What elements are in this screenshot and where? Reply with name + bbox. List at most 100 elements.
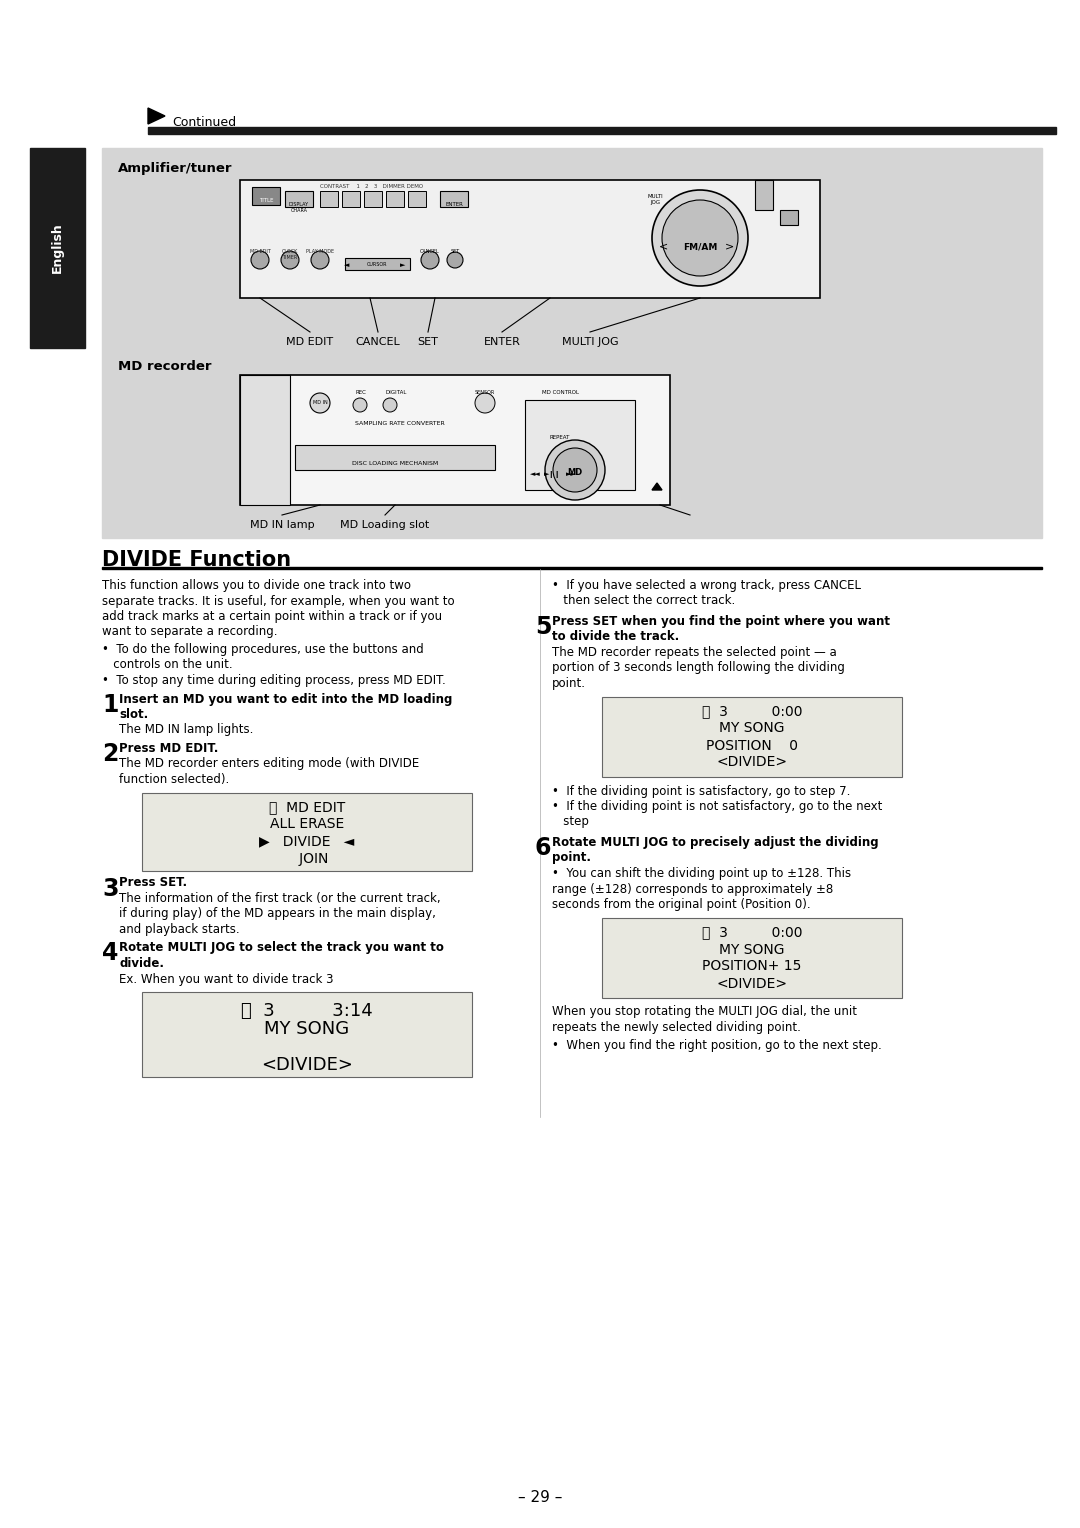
Text: SAMPLING RATE CONVERTER: SAMPLING RATE CONVERTER xyxy=(355,422,445,426)
Text: range (±128) corresponds to approximately ±8: range (±128) corresponds to approximatel… xyxy=(552,883,834,895)
Text: ENTER: ENTER xyxy=(484,338,521,347)
Bar xyxy=(102,148,1042,538)
Circle shape xyxy=(383,397,397,413)
Text: MD: MD xyxy=(567,468,582,477)
Text: ◄: ◄ xyxy=(345,261,350,267)
Text: add track marks at a certain point within a track or if you: add track marks at a certain point withi… xyxy=(102,610,442,623)
Text: Insert an MD you want to edit into the MD loading: Insert an MD you want to edit into the M… xyxy=(119,692,453,706)
Bar xyxy=(285,191,313,206)
Text: JOIN: JOIN xyxy=(286,851,328,865)
Bar xyxy=(141,992,472,1077)
Text: Ex. When you want to divide track 3: Ex. When you want to divide track 3 xyxy=(119,972,334,986)
Text: CANCEL: CANCEL xyxy=(355,338,401,347)
Text: separate tracks. It is useful, for example, when you want to: separate tracks. It is useful, for examp… xyxy=(102,594,455,608)
Bar xyxy=(240,374,670,504)
Text: portion of 3 seconds length following the dividing: portion of 3 seconds length following th… xyxy=(552,662,845,674)
Text: MD EDIT: MD EDIT xyxy=(286,338,334,347)
Text: Rotate MULTI JOG to precisely adjust the dividing: Rotate MULTI JOG to precisely adjust the… xyxy=(552,836,879,850)
Bar xyxy=(342,191,360,206)
Text: REPEAT: REPEAT xyxy=(550,435,570,440)
Bar xyxy=(386,191,404,206)
Text: When you stop rotating the MULTI JOG dial, the unit: When you stop rotating the MULTI JOG dia… xyxy=(552,1005,858,1019)
Circle shape xyxy=(353,397,367,413)
Text: function selected).: function selected). xyxy=(119,773,229,785)
Text: •  If the dividing point is not satisfactory, go to the next: • If the dividing point is not satisfact… xyxy=(552,801,882,813)
Circle shape xyxy=(447,252,463,267)
Bar xyxy=(102,567,1042,568)
Bar xyxy=(345,258,410,270)
Text: Press MD EDIT.: Press MD EDIT. xyxy=(119,743,218,755)
Text: ALL ERASE: ALL ERASE xyxy=(270,817,345,831)
Text: Press SET.: Press SET. xyxy=(119,877,187,889)
Text: step: step xyxy=(552,816,589,828)
Text: •  If you have selected a wrong track, press CANCEL: • If you have selected a wrong track, pr… xyxy=(552,579,861,591)
Text: 6: 6 xyxy=(535,836,552,860)
Text: SET: SET xyxy=(450,249,460,254)
Bar xyxy=(780,209,798,225)
Text: •  When you find the right position, go to the next step.: • When you find the right position, go t… xyxy=(552,1039,881,1053)
Text: DIVIDE Function: DIVIDE Function xyxy=(102,550,292,570)
Circle shape xyxy=(662,200,738,277)
Text: CURSOR: CURSOR xyxy=(367,261,388,267)
Text: point.: point. xyxy=(552,851,591,865)
Circle shape xyxy=(652,189,748,286)
Circle shape xyxy=(545,440,605,500)
Text: Amplifier/tuner: Amplifier/tuner xyxy=(118,162,232,176)
Bar xyxy=(364,191,382,206)
Text: MD IN: MD IN xyxy=(312,400,327,405)
Text: ⎕  3          0:00: ⎕ 3 0:00 xyxy=(702,926,802,940)
Circle shape xyxy=(553,448,597,492)
Text: 3: 3 xyxy=(102,877,119,900)
Circle shape xyxy=(311,251,329,269)
Text: MULTI
JOG: MULTI JOG xyxy=(647,194,663,205)
Text: – 29 –: – 29 – xyxy=(517,1490,563,1505)
Text: if during play) of the MD appears in the main display,: if during play) of the MD appears in the… xyxy=(119,908,436,920)
Bar xyxy=(295,445,495,471)
Text: Continued: Continued xyxy=(172,116,237,128)
Polygon shape xyxy=(148,108,165,124)
Circle shape xyxy=(475,393,495,413)
Text: FM/AM: FM/AM xyxy=(683,243,717,252)
Text: DISPLAY
CHARA: DISPLAY CHARA xyxy=(289,202,309,212)
Text: TITLE: TITLE xyxy=(259,199,273,203)
Text: MY SONG: MY SONG xyxy=(265,1021,350,1038)
Text: This function allows you to divide one track into two: This function allows you to divide one t… xyxy=(102,579,411,591)
Text: REC: REC xyxy=(355,390,366,396)
Text: CANCEL: CANCEL xyxy=(420,249,440,254)
Bar xyxy=(320,191,338,206)
Bar xyxy=(240,374,291,504)
Text: point.: point. xyxy=(552,677,586,691)
Text: SENSOR: SENSOR xyxy=(475,390,495,396)
Text: <DIVIDE>: <DIVIDE> xyxy=(716,755,787,770)
Text: ⎕  3          3:14: ⎕ 3 3:14 xyxy=(241,1002,373,1021)
Text: POSITION+ 15: POSITION+ 15 xyxy=(702,960,801,973)
Circle shape xyxy=(310,393,330,413)
Text: repeats the newly selected dividing point.: repeats the newly selected dividing poin… xyxy=(552,1021,801,1034)
Bar xyxy=(141,793,472,871)
Text: MD EDIT: MD EDIT xyxy=(249,249,270,254)
Text: MD recorder: MD recorder xyxy=(118,361,212,373)
Text: CONTRAST    1   2   3   DIMMER DEMO: CONTRAST 1 2 3 DIMMER DEMO xyxy=(320,183,423,189)
Circle shape xyxy=(281,251,299,269)
Text: POSITION    0: POSITION 0 xyxy=(706,738,798,752)
Text: •  You can shift the dividing point up to ±128. This: • You can shift the dividing point up to… xyxy=(552,866,851,880)
Text: English: English xyxy=(51,223,64,274)
Text: The MD IN lamp lights.: The MD IN lamp lights. xyxy=(119,723,254,736)
Bar xyxy=(602,917,902,998)
Bar xyxy=(240,180,820,298)
Text: MULTI JOG: MULTI JOG xyxy=(562,338,619,347)
Text: The information of the first track (or the current track,: The information of the first track (or t… xyxy=(119,892,441,905)
Text: PLAY MODE: PLAY MODE xyxy=(306,249,334,254)
Circle shape xyxy=(421,251,438,269)
Text: ►: ► xyxy=(401,261,406,267)
Text: •  If the dividing point is satisfactory, go to step 7.: • If the dividing point is satisfactory,… xyxy=(552,784,850,798)
Text: ▶   DIVIDE   ◄: ▶ DIVIDE ◄ xyxy=(259,834,354,848)
Text: 5: 5 xyxy=(535,614,552,639)
Text: <DIVIDE>: <DIVIDE> xyxy=(261,1056,353,1074)
Text: ◄◄: ◄◄ xyxy=(529,471,540,477)
Text: want to separate a recording.: want to separate a recording. xyxy=(102,625,278,639)
Bar xyxy=(440,191,468,206)
Text: •  To stop any time during editing process, press MD EDIT.: • To stop any time during editing proces… xyxy=(102,674,446,688)
Text: ►►: ►► xyxy=(566,471,577,477)
Text: DIGITAL: DIGITAL xyxy=(384,390,406,396)
